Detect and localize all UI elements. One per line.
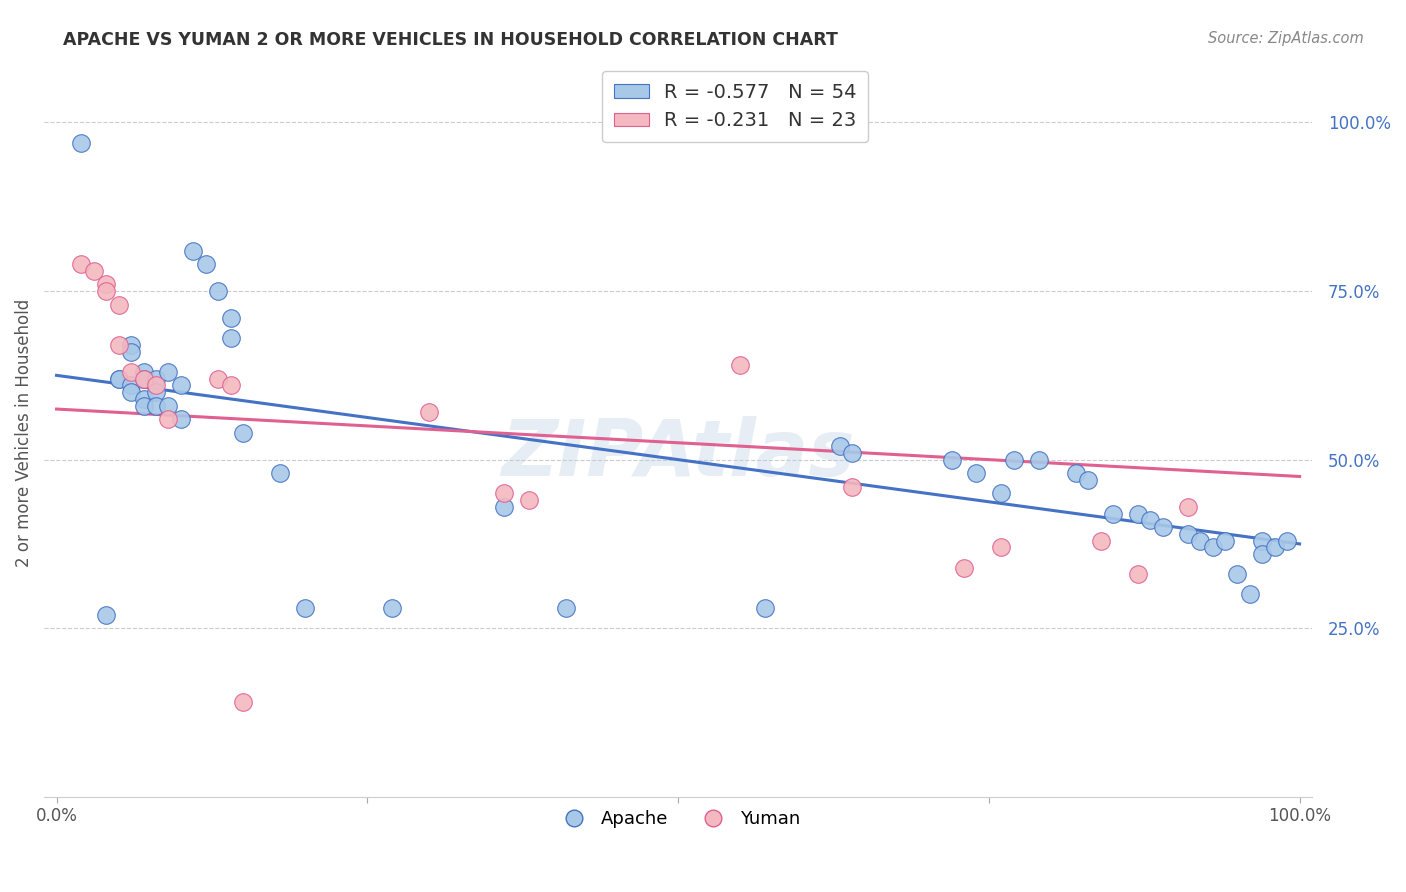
Point bbox=[132, 372, 155, 386]
Legend: Apache, Yuman: Apache, Yuman bbox=[548, 803, 808, 835]
Point bbox=[517, 493, 540, 508]
Point bbox=[990, 541, 1012, 555]
Point bbox=[1177, 500, 1199, 514]
Point bbox=[728, 358, 751, 372]
Point bbox=[1064, 466, 1087, 480]
Point bbox=[120, 385, 142, 400]
Point bbox=[953, 560, 976, 574]
Point bbox=[841, 446, 863, 460]
Y-axis label: 2 or more Vehicles in Household: 2 or more Vehicles in Household bbox=[15, 299, 32, 566]
Point bbox=[1177, 526, 1199, 541]
Point bbox=[1239, 587, 1261, 601]
Point bbox=[145, 399, 167, 413]
Point bbox=[107, 297, 129, 311]
Point bbox=[1251, 533, 1274, 548]
Point bbox=[132, 399, 155, 413]
Point bbox=[120, 378, 142, 392]
Point bbox=[157, 412, 180, 426]
Point bbox=[207, 284, 229, 298]
Point bbox=[418, 405, 440, 419]
Point bbox=[219, 311, 242, 326]
Point bbox=[132, 392, 155, 406]
Point bbox=[381, 601, 404, 615]
Point bbox=[107, 338, 129, 352]
Point bbox=[269, 466, 291, 480]
Point bbox=[120, 338, 142, 352]
Point bbox=[83, 264, 105, 278]
Point bbox=[232, 425, 254, 440]
Point bbox=[828, 439, 851, 453]
Point bbox=[1126, 507, 1149, 521]
Text: APACHE VS YUMAN 2 OR MORE VEHICLES IN HOUSEHOLD CORRELATION CHART: APACHE VS YUMAN 2 OR MORE VEHICLES IN HO… bbox=[63, 31, 838, 49]
Point bbox=[181, 244, 204, 258]
Point bbox=[132, 372, 155, 386]
Point bbox=[1002, 452, 1025, 467]
Point bbox=[1126, 567, 1149, 582]
Point bbox=[207, 372, 229, 386]
Point bbox=[219, 378, 242, 392]
Point bbox=[965, 466, 987, 480]
Point bbox=[1251, 547, 1274, 561]
Point bbox=[70, 257, 93, 271]
Text: Source: ZipAtlas.com: Source: ZipAtlas.com bbox=[1208, 31, 1364, 46]
Point bbox=[120, 344, 142, 359]
Point bbox=[754, 601, 776, 615]
Point bbox=[145, 372, 167, 386]
Point bbox=[132, 365, 155, 379]
Point bbox=[232, 695, 254, 709]
Point bbox=[219, 331, 242, 345]
Point bbox=[1264, 541, 1286, 555]
Point bbox=[170, 378, 193, 392]
Point bbox=[194, 257, 217, 271]
Point bbox=[145, 378, 167, 392]
Point bbox=[841, 480, 863, 494]
Point bbox=[96, 284, 118, 298]
Point bbox=[941, 452, 963, 467]
Point bbox=[1090, 533, 1112, 548]
Point bbox=[170, 412, 193, 426]
Point bbox=[1139, 513, 1161, 527]
Point bbox=[1275, 533, 1298, 548]
Point bbox=[1189, 533, 1212, 548]
Point bbox=[96, 607, 118, 622]
Point bbox=[294, 601, 316, 615]
Point bbox=[107, 372, 129, 386]
Point bbox=[157, 399, 180, 413]
Point bbox=[1077, 473, 1099, 487]
Point bbox=[157, 365, 180, 379]
Text: ZIPAtlas: ZIPAtlas bbox=[502, 417, 855, 492]
Point bbox=[1102, 507, 1125, 521]
Point bbox=[120, 365, 142, 379]
Point bbox=[1028, 452, 1050, 467]
Point bbox=[990, 486, 1012, 500]
Point bbox=[1226, 567, 1249, 582]
Point bbox=[1152, 520, 1174, 534]
Point bbox=[1213, 533, 1236, 548]
Point bbox=[492, 486, 515, 500]
Point bbox=[492, 500, 515, 514]
Point bbox=[96, 277, 118, 292]
Point bbox=[107, 372, 129, 386]
Point bbox=[1201, 541, 1223, 555]
Point bbox=[70, 136, 93, 150]
Point bbox=[145, 385, 167, 400]
Point bbox=[555, 601, 578, 615]
